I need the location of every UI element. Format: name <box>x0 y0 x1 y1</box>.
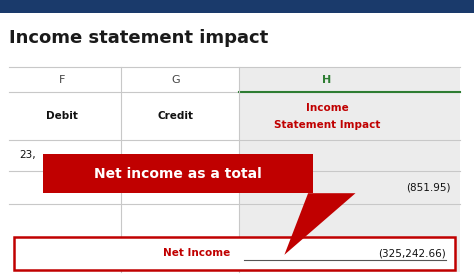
Text: G: G <box>171 75 180 85</box>
Text: Income statement impact: Income statement impact <box>9 29 269 47</box>
Text: Income: Income <box>306 103 348 113</box>
Bar <box>239 67 460 272</box>
Text: Credit: Credit <box>157 111 193 121</box>
Text: (851.95): (851.95) <box>406 183 450 193</box>
Text: -: - <box>60 183 64 193</box>
Text: Net income as a total: Net income as a total <box>94 167 262 181</box>
Text: Debit: Debit <box>46 111 78 121</box>
Text: 23,: 23, <box>19 150 36 160</box>
Text: H: H <box>322 75 332 85</box>
Text: (325,242.66): (325,242.66) <box>378 248 446 258</box>
Bar <box>0 0 474 13</box>
FancyBboxPatch shape <box>43 154 313 193</box>
Polygon shape <box>284 193 356 255</box>
Text: F: F <box>58 75 65 85</box>
Text: 851.95: 851.95 <box>193 183 230 193</box>
Text: Statement Impact: Statement Impact <box>274 120 380 130</box>
Text: Net Income: Net Income <box>163 248 230 258</box>
Bar <box>14 237 455 270</box>
